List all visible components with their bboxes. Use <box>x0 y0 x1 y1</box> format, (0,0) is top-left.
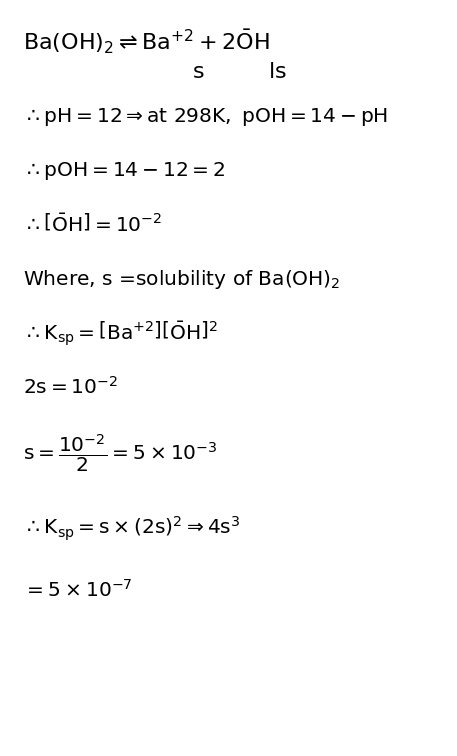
Text: $\mathsf{s = \dfrac{10^{-2}}{2} = 5 \times 10^{-3}}$: $\mathsf{s = \dfrac{10^{-2}}{2} = 5 \tim… <box>23 432 218 475</box>
Text: $\mathsf{\therefore K_{sp} = \left[Ba^{+2}\right]\left[\bar{O}H\right]^{2}}$: $\mathsf{\therefore K_{sp} = \left[Ba^{+… <box>23 320 218 349</box>
Text: $\mathsf{\therefore pOH = 14 - 12 = 2}$: $\mathsf{\therefore pOH = 14 - 12 = 2}$ <box>23 160 225 182</box>
Text: $\mathsf{= 5 \times 10^{-7}}$: $\mathsf{= 5 \times 10^{-7}}$ <box>23 579 133 600</box>
Text: $\mathsf{Ba(OH)_2 \rightleftharpoons Ba^{+2} + 2\bar{O}H}$: $\mathsf{Ba(OH)_2 \rightleftharpoons Ba^… <box>23 27 270 56</box>
Text: $\mathsf{\therefore pH = 12 \Rightarrow at\ 298K,\ pOH=14-pH}$: $\mathsf{\therefore pH = 12 \Rightarrow … <box>23 106 388 129</box>
Text: $\mathsf{\therefore K_{sp} = s \times (2s)^{2} \Rightarrow 4s^{3}}$: $\mathsf{\therefore K_{sp} = s \times (2… <box>23 515 240 544</box>
Text: $\mathsf{2s = 10^{-2}}$: $\mathsf{2s = 10^{-2}}$ <box>23 376 118 398</box>
Text: Where, s =solubility of Ba(OH)$_\mathsf{2}$: Where, s =solubility of Ba(OH)$_\mathsf{… <box>23 268 340 291</box>
Text: $\mathsf{s \qquad\quad ls}$: $\mathsf{s \qquad\quad ls}$ <box>192 62 287 82</box>
Text: $\mathsf{\therefore \left[\bar{O}H\right] = 10^{-2}}$: $\mathsf{\therefore \left[\bar{O}H\right… <box>23 213 162 236</box>
